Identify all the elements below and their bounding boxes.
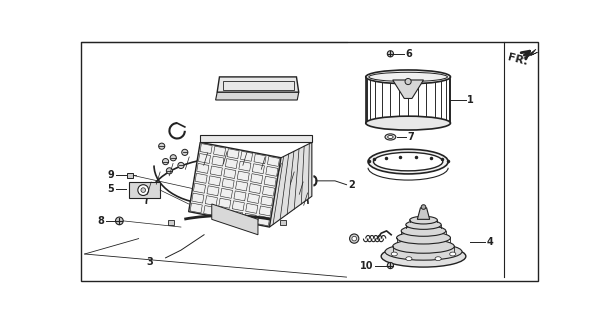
Circle shape xyxy=(162,158,169,165)
Bar xyxy=(224,213,230,218)
Bar xyxy=(223,81,294,90)
Text: 10: 10 xyxy=(360,260,373,270)
Text: 3: 3 xyxy=(147,257,153,267)
Ellipse shape xyxy=(366,116,451,130)
Ellipse shape xyxy=(385,134,396,140)
Ellipse shape xyxy=(391,252,397,256)
Polygon shape xyxy=(393,80,423,99)
Ellipse shape xyxy=(410,216,437,224)
Text: 8: 8 xyxy=(97,216,104,226)
Polygon shape xyxy=(212,204,258,235)
Circle shape xyxy=(352,236,356,241)
Ellipse shape xyxy=(450,252,456,256)
Ellipse shape xyxy=(388,135,393,139)
Circle shape xyxy=(141,188,146,192)
Circle shape xyxy=(182,149,188,156)
Ellipse shape xyxy=(381,245,466,267)
Polygon shape xyxy=(216,92,299,100)
Circle shape xyxy=(159,143,165,149)
Bar xyxy=(280,220,286,225)
Bar xyxy=(168,220,174,225)
Ellipse shape xyxy=(406,257,412,260)
Circle shape xyxy=(387,51,393,57)
Polygon shape xyxy=(269,142,312,227)
Circle shape xyxy=(350,234,359,243)
Polygon shape xyxy=(129,182,160,198)
Ellipse shape xyxy=(435,257,441,260)
Ellipse shape xyxy=(373,152,443,171)
Bar xyxy=(127,173,133,178)
Polygon shape xyxy=(188,142,281,227)
Text: 2: 2 xyxy=(348,180,355,190)
Ellipse shape xyxy=(366,70,451,84)
Circle shape xyxy=(138,185,149,196)
Polygon shape xyxy=(524,49,538,59)
Text: 6: 6 xyxy=(406,49,413,59)
Circle shape xyxy=(166,168,173,174)
Ellipse shape xyxy=(397,232,451,244)
Polygon shape xyxy=(417,208,429,219)
Ellipse shape xyxy=(393,239,454,253)
Circle shape xyxy=(387,262,393,268)
Circle shape xyxy=(421,205,426,209)
Ellipse shape xyxy=(406,247,412,251)
Text: 1: 1 xyxy=(467,95,474,105)
Text: 7: 7 xyxy=(407,132,414,142)
Text: FR.: FR. xyxy=(506,52,528,68)
Ellipse shape xyxy=(406,220,441,229)
Circle shape xyxy=(170,155,176,161)
Circle shape xyxy=(405,78,411,84)
Text: 4: 4 xyxy=(487,237,493,247)
Ellipse shape xyxy=(368,149,448,174)
Polygon shape xyxy=(200,135,312,142)
Ellipse shape xyxy=(435,247,441,251)
Text: 9: 9 xyxy=(108,171,114,180)
Polygon shape xyxy=(217,77,299,92)
Ellipse shape xyxy=(385,243,462,260)
Circle shape xyxy=(115,217,123,225)
Circle shape xyxy=(178,162,184,169)
Ellipse shape xyxy=(401,226,446,236)
Text: 5: 5 xyxy=(108,184,114,194)
